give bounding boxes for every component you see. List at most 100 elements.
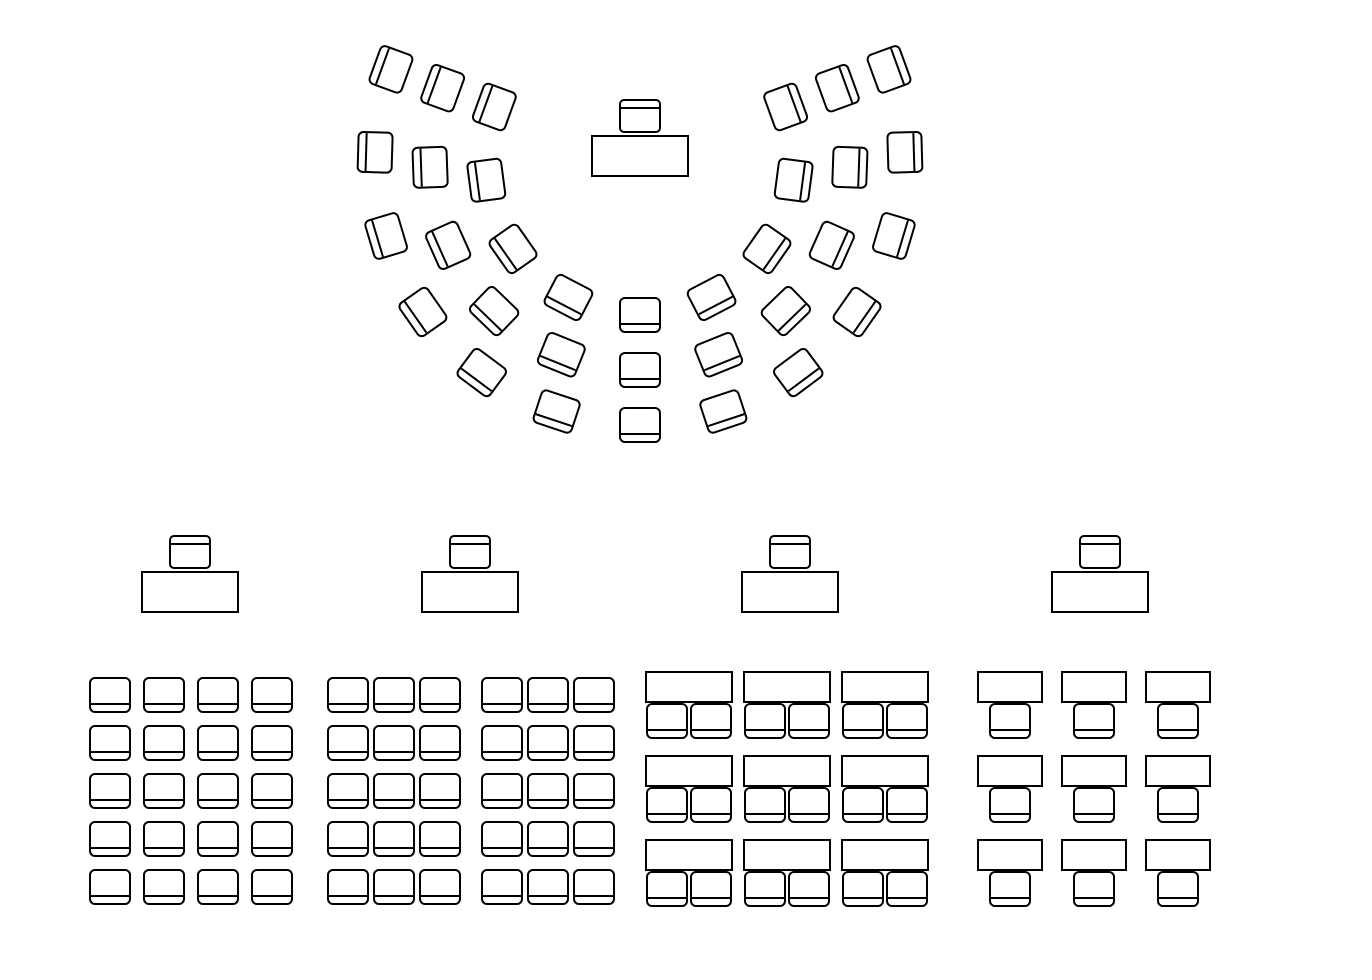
layoutB-r4-g1-c2 <box>374 822 414 856</box>
amphi-row3-seat7 <box>620 408 660 442</box>
layoutD-desk-r1-c1 <box>978 672 1042 702</box>
layoutA-r1-c2 <box>144 678 184 712</box>
amphi-row3-seat5 <box>456 347 508 398</box>
layoutC-r1-c2-seat2 <box>789 704 829 738</box>
layoutA-r2-c1 <box>90 726 130 760</box>
layoutA-r4-c1 <box>90 822 130 856</box>
layoutB-r3-g1-c1 <box>328 774 368 808</box>
layoutB-r4-g1-c3 <box>420 822 460 856</box>
layoutB-r3-g2-c1 <box>482 774 522 808</box>
amphi-row2-seat9 <box>808 220 855 270</box>
layoutB-r2-g1-c3 <box>420 726 460 760</box>
amphi-row1-seat2 <box>467 158 506 202</box>
layoutA-r5-c4 <box>252 870 292 904</box>
amphi-row2-seat10 <box>832 147 867 188</box>
layoutB-r1-g1-c3 <box>420 678 460 712</box>
layoutB-r4-g1-c1 <box>328 822 368 856</box>
layoutC-r2-c3-seat2 <box>887 788 927 822</box>
layoutB-r4-g2-c3 <box>574 822 614 856</box>
layoutA-r2-c2 <box>144 726 184 760</box>
layoutB-r5-g1-c1 <box>328 870 368 904</box>
layoutB-r2-g2-c2 <box>528 726 568 760</box>
layoutC-r3-c3-seat2 <box>887 872 927 906</box>
layoutC-desk-r1-c1 <box>646 672 732 702</box>
amphi-row2-seat4 <box>468 285 520 337</box>
podium-desk <box>592 136 688 176</box>
layoutB-r4-g2-c1 <box>482 822 522 856</box>
layoutC-desk-r3-c3 <box>842 840 928 870</box>
layoutB-r2-g1-c1 <box>328 726 368 760</box>
layoutC-desk-r3-c2 <box>744 840 830 870</box>
layoutC-r1-c1-seat1 <box>647 704 687 738</box>
layoutD-desk-r1-c3 <box>1146 672 1210 702</box>
layoutC-r3-c1-seat2 <box>691 872 731 906</box>
layoutD-r3-c1-seat <box>990 872 1030 906</box>
layoutA-r3-c1 <box>90 774 130 808</box>
layoutC-desk-r1-c3 <box>842 672 928 702</box>
layoutB-r1-g2-c3 <box>574 678 614 712</box>
layoutA-r5-c2 <box>144 870 184 904</box>
podium-desk <box>422 572 518 612</box>
amphi-row1-seat6 <box>686 273 737 322</box>
amphi-row2-seat3 <box>424 220 471 270</box>
amphi-row3-seat12 <box>887 132 922 173</box>
amphi-row2-seat1 <box>420 64 466 113</box>
layoutC-r2-c1-seat1 <box>647 788 687 822</box>
amphi-row2-seat6 <box>620 353 660 387</box>
layoutA-r2-c3 <box>198 726 238 760</box>
layoutC-desk-r2-c3 <box>842 756 928 786</box>
layoutD-desk-r2-c2 <box>1062 756 1126 786</box>
amphi-row1-seat9 <box>763 82 809 131</box>
amphi-row3-seat13 <box>866 45 912 94</box>
layoutC-desk-r2-c2 <box>744 756 830 786</box>
layoutD-r2-c1-seat <box>990 788 1030 822</box>
amphi-row2-seat7 <box>694 331 744 378</box>
layoutA-r2-c4 <box>252 726 292 760</box>
amphi-row1-seat1 <box>472 82 518 131</box>
layoutA-r3-c2 <box>144 774 184 808</box>
layoutD-r3-c3-seat <box>1158 872 1198 906</box>
layoutA-r4-c2 <box>144 822 184 856</box>
layoutA-r5-c1 <box>90 870 130 904</box>
layoutC-r1-c1-seat2 <box>691 704 731 738</box>
amphi-row2-seat8 <box>760 285 812 337</box>
layoutC-r3-c2-seat2 <box>789 872 829 906</box>
layoutC-r3-c1-seat1 <box>647 872 687 906</box>
amphi-row2-seat2 <box>412 147 447 188</box>
amphi-row1-seat3 <box>488 223 539 275</box>
amphi-row3-seat10 <box>832 286 883 338</box>
layoutD-desk-r3-c1 <box>978 840 1042 870</box>
layoutC-podium <box>742 536 838 612</box>
layoutA-r1-c4 <box>252 678 292 712</box>
layoutB-r5-g2-c2 <box>528 870 568 904</box>
amphi-row3-seat11 <box>872 212 916 260</box>
layoutB-r2-g2-c1 <box>482 726 522 760</box>
amphi-row3-seat3 <box>364 212 408 260</box>
layoutA-r3-c3 <box>198 774 238 808</box>
amphi-row3-seat8 <box>699 389 748 434</box>
layoutD-desk-r3-c3 <box>1146 840 1210 870</box>
layoutA-r4-c4 <box>252 822 292 856</box>
layoutB-r2-g1-c2 <box>374 726 414 760</box>
layoutB-r2-g2-c3 <box>574 726 614 760</box>
amphitheater-podium <box>592 100 688 176</box>
layoutC-desk-r1-c2 <box>744 672 830 702</box>
layoutB-r1-g2-c2 <box>528 678 568 712</box>
layoutB-r3-g2-c2 <box>528 774 568 808</box>
layoutD-r3-c2-seat <box>1074 872 1114 906</box>
amphi-row2-seat11 <box>815 64 861 113</box>
layoutA-r1-c3 <box>198 678 238 712</box>
podium-desk <box>742 572 838 612</box>
layoutD-r2-c2-seat <box>1074 788 1114 822</box>
layoutB-r3-g1-c3 <box>420 774 460 808</box>
amphi-row3-seat2 <box>358 132 393 173</box>
layoutC-r3-c3-seat1 <box>843 872 883 906</box>
layoutB-r5-g2-c1 <box>482 870 522 904</box>
layoutA-r5-c3 <box>198 870 238 904</box>
layoutB-r1-g1-c1 <box>328 678 368 712</box>
layoutB-r5-g1-c2 <box>374 870 414 904</box>
amphi-row2-seat5 <box>536 331 586 378</box>
layoutD-desk-r3-c2 <box>1062 840 1126 870</box>
layoutD-desk-r2-c3 <box>1146 756 1210 786</box>
layoutA-r4-c3 <box>198 822 238 856</box>
